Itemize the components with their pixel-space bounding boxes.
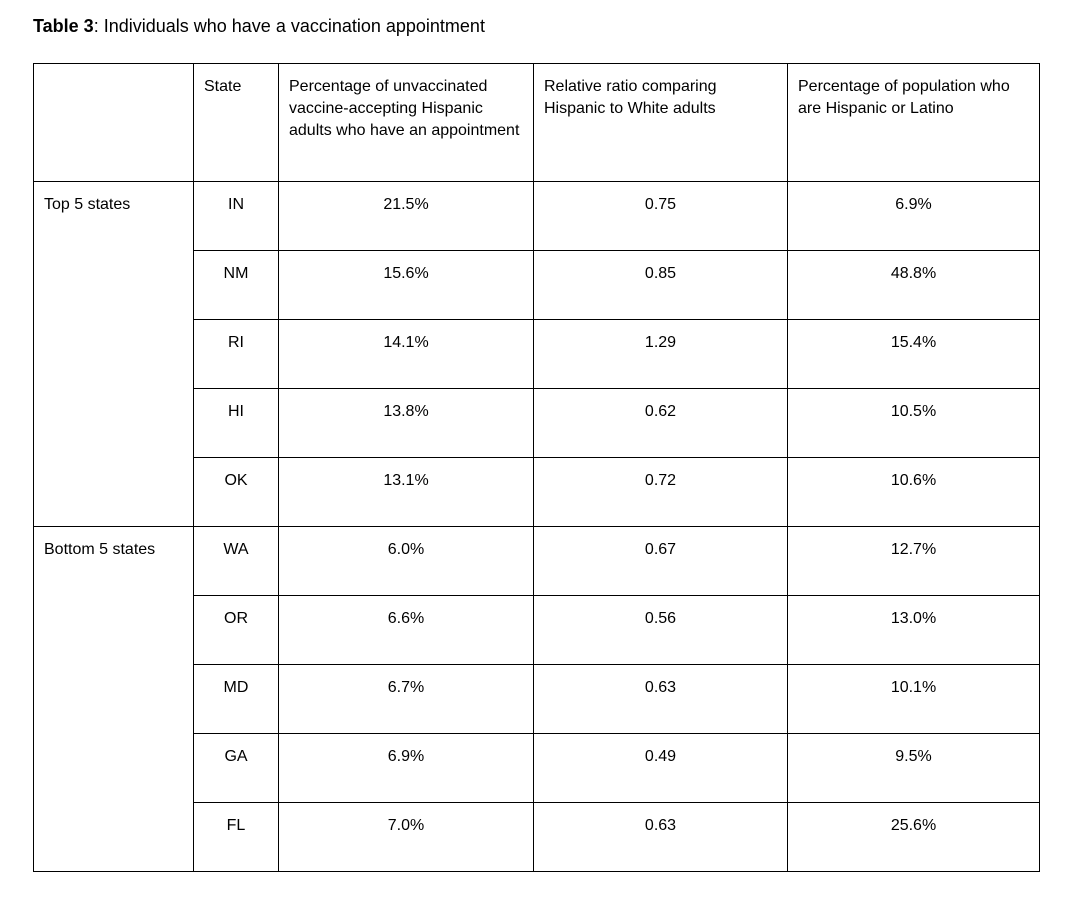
table-row-in: Top 5 states IN 21.5% 0.75 6.9% [33,181,1040,527]
cell-pct-population: 25.6% [787,802,1040,872]
cell-pct-appointment: 6.6% [278,595,534,665]
cell-relative-ratio: 0.56 [533,595,788,665]
cell-pct-appointment: 15.6% [278,250,534,320]
cell-pct-population: 10.1% [787,664,1040,734]
table-row-md: MD 6.7% 0.63 10.1% [34,664,1040,734]
table-row-hi: HI 13.8% 0.62 10.5% [34,388,1040,458]
cell-state: GA [193,733,279,803]
cell-state: RI [193,319,279,389]
cell-relative-ratio: 0.85 [533,250,788,320]
cell-state: FL [193,802,279,872]
cell-pct-population: 13.0% [787,595,1040,665]
group-label-top5: Top 5 states [33,181,194,527]
cell-pct-population: 10.6% [787,457,1040,527]
header-state: State [193,63,279,182]
cell-pct-appointment: 7.0% [278,802,534,872]
cell-relative-ratio: 0.49 [533,733,788,803]
table-row-ri: RI 14.1% 1.29 15.4% [34,319,1040,389]
header-row: State Percentage of unvaccinated vaccine… [33,63,1040,182]
cell-pct-population: 6.9% [787,181,1040,251]
cell-pct-population: 10.5% [787,388,1040,458]
cell-pct-appointment: 6.0% [278,526,534,596]
cell-pct-appointment: 14.1% [278,319,534,389]
cell-state: WA [193,526,279,596]
table-row-ok: OK 13.1% 0.72 10.6% [34,457,1040,527]
table-row-fl: FL 7.0% 0.63 25.6% [34,802,1040,872]
cell-pct-appointment: 13.8% [278,388,534,458]
cell-relative-ratio: 0.67 [533,526,788,596]
table-row-wa: Bottom 5 states WA 6.0% 0.67 12.7% [33,526,1040,872]
cell-pct-appointment: 6.7% [278,664,534,734]
cell-pct-population: 9.5% [787,733,1040,803]
cell-relative-ratio: 1.29 [533,319,788,389]
table-caption-text: : Individuals who have a vaccination app… [93,16,485,36]
cell-pct-population: 15.4% [787,319,1040,389]
cell-relative-ratio: 0.63 [533,802,788,872]
cell-pct-appointment: 13.1% [278,457,534,527]
cell-relative-ratio: 0.72 [533,457,788,527]
cell-state: IN [193,181,279,251]
cell-relative-ratio: 0.75 [533,181,788,251]
cell-state: NM [193,250,279,320]
table-row-or: OR 6.6% 0.56 13.0% [34,595,1040,665]
cell-state: HI [193,388,279,458]
vaccination-appointment-table: State Percentage of unvaccinated vaccine… [33,63,1040,872]
table-row-ga: GA 6.9% 0.49 9.5% [34,733,1040,803]
cell-state: OK [193,457,279,527]
cell-pct-population: 48.8% [787,250,1040,320]
cell-pct-population: 12.7% [787,526,1040,596]
header-relative-ratio: Relative ratio comparing Hispanic to Whi… [533,63,788,182]
table-row-nm: NM 15.6% 0.85 48.8% [34,250,1040,320]
header-pct-population: Percentage of population who are Hispani… [787,63,1040,182]
table-caption: Table 3: Individuals who have a vaccinat… [33,14,1072,38]
cell-state: MD [193,664,279,734]
cell-state: OR [193,595,279,665]
cell-pct-appointment: 6.9% [278,733,534,803]
cell-relative-ratio: 0.63 [533,664,788,734]
group-label-bottom5: Bottom 5 states [33,526,194,872]
table-caption-label: Table 3 [33,16,94,36]
cell-pct-appointment: 21.5% [278,181,534,251]
header-pct-appointment: Percentage of unvaccinated vaccine-accep… [278,63,534,182]
cell-relative-ratio: 0.62 [533,388,788,458]
header-corner-cell [33,63,194,182]
